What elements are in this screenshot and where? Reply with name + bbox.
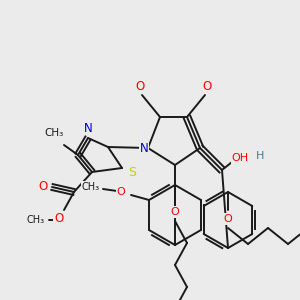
- Text: O: O: [135, 80, 145, 94]
- Text: OH: OH: [231, 153, 249, 163]
- Text: CH₃: CH₃: [27, 215, 45, 225]
- Text: N: N: [140, 142, 148, 154]
- Text: H: H: [256, 151, 264, 161]
- Text: O: O: [224, 214, 232, 224]
- Text: N: N: [84, 122, 92, 134]
- Text: CH₃: CH₃: [44, 128, 64, 138]
- Text: O: O: [54, 212, 64, 224]
- Text: O: O: [171, 207, 179, 217]
- Text: O: O: [38, 181, 48, 194]
- Text: S: S: [128, 167, 136, 179]
- Text: O: O: [117, 187, 125, 197]
- Text: CH₃: CH₃: [82, 182, 100, 192]
- Text: O: O: [202, 80, 211, 94]
